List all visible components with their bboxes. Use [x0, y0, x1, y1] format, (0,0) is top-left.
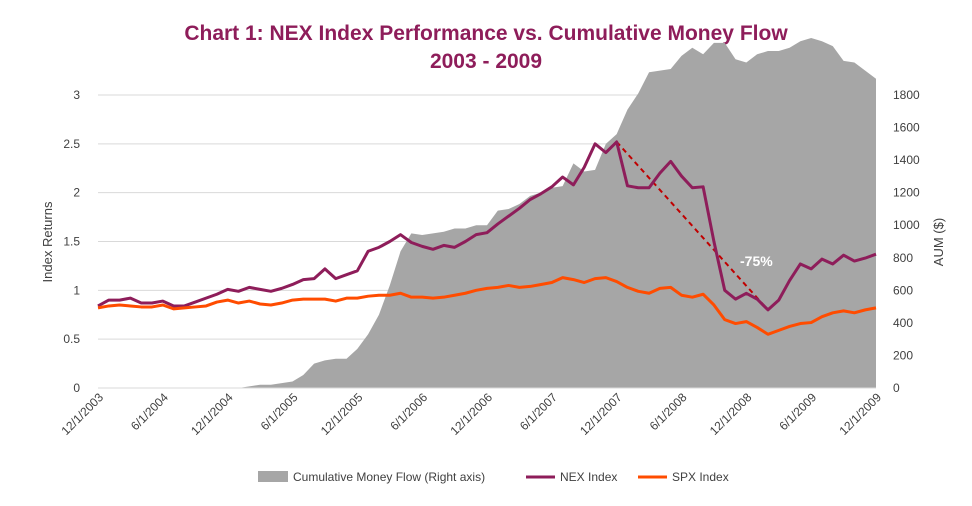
x-tick-label: 6/1/2005: [258, 390, 301, 433]
y-axis-title-right: AUM ($): [931, 218, 946, 266]
legend-label-spx: SPX Index: [672, 470, 729, 484]
x-tick-label: 6/1/2007: [517, 390, 560, 433]
annotation-label: -75%: [740, 253, 773, 269]
x-tick-label: 12/1/2009: [836, 390, 884, 438]
chart-title: Chart 1: NEX Index Performance vs. Cumul…: [184, 22, 788, 45]
x-tick-label: 6/1/2008: [647, 390, 690, 433]
series-line-spx-index: [97, 276, 877, 336]
y-tick-right: 1800: [893, 88, 920, 102]
x-tick-label: 12/1/2008: [707, 390, 755, 438]
x-tick-label: 12/1/2003: [58, 390, 106, 438]
y-tick-right: 1400: [893, 153, 920, 167]
y-tick-right: 400: [893, 316, 913, 330]
y-tick-left: 0.5: [63, 332, 80, 346]
y-tick-left: 2.5: [63, 137, 80, 151]
x-tick-label: 6/1/2009: [776, 390, 819, 433]
x-tick-label: 6/1/2004: [128, 390, 171, 433]
x-tick-label: 12/1/2005: [318, 390, 366, 438]
y-tick-left: 3: [73, 88, 80, 102]
y-tick-right: 800: [893, 251, 913, 265]
y-tick-right: 0: [893, 381, 900, 395]
y-tick-right: 600: [893, 283, 913, 297]
chart-subtitle: 2003 - 2009: [429, 50, 543, 73]
x-tick-label: 12/1/2007: [577, 390, 625, 438]
y-tick-right: 1600: [893, 121, 920, 135]
legend-swatch-money-flow: [258, 471, 288, 482]
series-area-money-flow: [98, 38, 876, 388]
y-tick-left: 0: [73, 381, 80, 395]
series-line-nex-index: [97, 140, 877, 312]
y-tick-left: 1: [73, 283, 80, 297]
x-tick-label: 12/1/2004: [188, 390, 236, 438]
y-axis-title-left: Index Returns: [40, 201, 55, 282]
legend-label-nex: NEX Index: [560, 470, 617, 484]
y-tick-left: 2: [73, 186, 80, 200]
x-tick-label: 6/1/2006: [387, 390, 430, 433]
y-tick-right: 1000: [893, 218, 920, 232]
y-tick-left: 1.5: [63, 235, 80, 249]
legend-label-money-flow: Cumulative Money Flow (Right axis): [293, 470, 485, 484]
drawdown-line: [615, 141, 769, 311]
y-tick-right: 200: [893, 348, 913, 362]
x-tick-label: 12/1/2006: [447, 390, 495, 438]
y-tick-right: 1200: [893, 186, 920, 200]
